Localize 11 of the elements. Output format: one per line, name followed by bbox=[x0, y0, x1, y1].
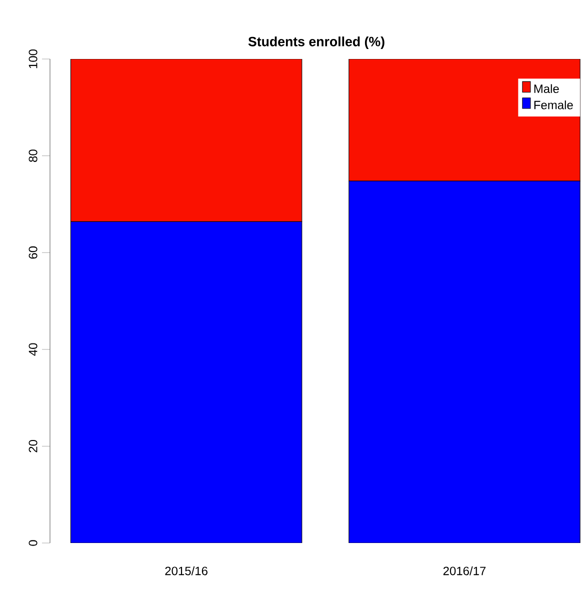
y-tick-label: 20 bbox=[28, 440, 38, 452]
y-tick-label: 40 bbox=[28, 343, 38, 356]
y-tick-label: 60 bbox=[28, 246, 38, 259]
y-tick-label: 100 bbox=[28, 49, 38, 68]
chart-title: Students enrolled (%) bbox=[248, 36, 384, 49]
legend-label: Female bbox=[534, 100, 573, 110]
y-tick-label: 80 bbox=[28, 150, 38, 162]
y-tick-label: 0 bbox=[28, 540, 38, 546]
legend-label: Male bbox=[534, 84, 559, 94]
x-tick-label: 2015/16 bbox=[165, 566, 208, 576]
x-tick-label: 2016/17 bbox=[443, 566, 486, 576]
